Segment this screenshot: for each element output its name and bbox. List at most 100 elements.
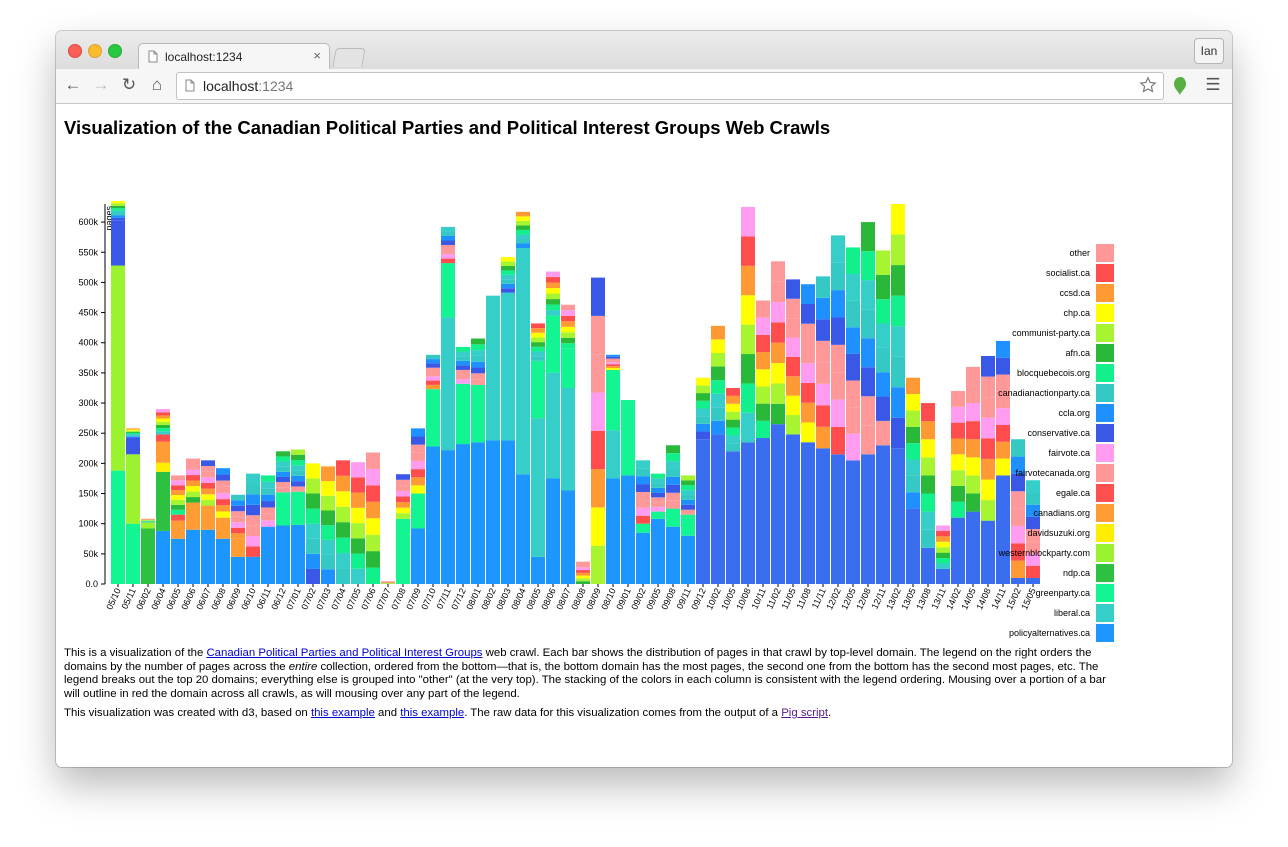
bar-segment <box>246 473 260 485</box>
bar-segment <box>186 529 200 584</box>
bar-segment <box>1011 560 1025 578</box>
bar-segment <box>321 481 335 496</box>
bar-segment <box>426 389 440 447</box>
close-tab-icon[interactable]: × <box>313 48 321 63</box>
bar-segment <box>411 477 425 486</box>
bar-segment <box>426 446 440 584</box>
legend-item[interactable]: ccsd.ca <box>1059 284 1114 302</box>
bar-segment <box>471 355 485 362</box>
bar-segment <box>516 234 530 239</box>
bar-segment <box>741 207 755 237</box>
home-icon[interactable]: ⌂ <box>151 75 163 94</box>
close-window-button[interactable] <box>68 44 82 58</box>
example-link-2[interactable]: this example <box>400 706 465 719</box>
description-paragraph-2: This visualization was created with d3, … <box>64 707 1114 721</box>
legend-item[interactable]: egale.ca <box>1056 484 1114 502</box>
bar-segment <box>336 506 350 523</box>
legend-item[interactable]: fairvote.ca <box>1048 444 1114 462</box>
address-bar[interactable]: localhost:1234 <box>176 72 1164 100</box>
bar-column <box>816 276 830 584</box>
legend-item[interactable]: chp.ca <box>1063 304 1114 322</box>
bar-segment <box>786 376 800 396</box>
bar-column <box>711 325 725 584</box>
bar-segment <box>171 499 185 505</box>
bar-segment <box>111 215 125 218</box>
bar-segment <box>636 507 650 516</box>
bar-segment <box>366 485 380 502</box>
url-host: localhost <box>203 78 259 94</box>
legend-label: communist-party.ca <box>1012 328 1090 338</box>
legend-item[interactable]: ndp.ca <box>1063 564 1114 582</box>
bar-segment <box>516 225 530 230</box>
legend-item[interactable]: ccla.org <box>1058 404 1114 422</box>
y-tick-label: 550k <box>78 247 98 257</box>
bar-segment <box>981 520 995 584</box>
bar-segment <box>846 353 860 381</box>
bar-column <box>876 250 890 584</box>
bar-segment <box>816 362 830 384</box>
back-icon[interactable]: ← <box>64 75 82 94</box>
legend-item[interactable]: davidsuzuki.org <box>1027 524 1114 542</box>
tab-localhost[interactable]: localhost:1234 × <box>138 43 330 70</box>
bar-segment <box>816 405 830 427</box>
legend-item[interactable]: canadians.org <box>1033 504 1114 522</box>
bar-segment <box>831 317 845 345</box>
bar-column <box>636 460 650 584</box>
menu-icon[interactable]: ☰ <box>1205 75 1221 94</box>
bar-segment <box>801 303 815 324</box>
bar-segment <box>711 366 725 381</box>
bar-segment <box>336 460 350 476</box>
bar-segment <box>546 310 560 316</box>
bar-segment <box>1026 516 1040 530</box>
legend-item[interactable]: liberal.ca <box>1054 604 1114 622</box>
legend-item[interactable]: greenparty.ca <box>1036 584 1114 602</box>
bar-column <box>156 409 170 584</box>
reload-icon[interactable]: ↻ <box>121 75 137 94</box>
bar-segment <box>651 492 665 498</box>
bar-segment <box>396 485 410 491</box>
legend-item[interactable]: socialist.ca <box>1046 264 1114 282</box>
bar-segment <box>531 332 545 338</box>
forward-icon[interactable]: → <box>92 75 110 94</box>
bar-segment <box>561 321 575 327</box>
bar-segment <box>426 380 440 385</box>
bar-segment <box>921 547 935 584</box>
legend-item[interactable]: communist-party.ca <box>1012 324 1114 342</box>
bar-segment <box>711 393 725 408</box>
bar-segment <box>441 245 455 250</box>
legend-item[interactable]: westernblockparty.com <box>998 544 1114 562</box>
legend-item[interactable]: canadianactionparty.ca <box>998 384 1114 402</box>
bar-segment <box>396 479 410 486</box>
legend-item[interactable]: fairvotecanada.org <box>1015 464 1114 482</box>
minimize-window-button[interactable] <box>88 44 102 58</box>
pig-script-link[interactable]: Pig script <box>781 706 829 719</box>
legend-label: fairvote.ca <box>1048 448 1090 458</box>
legend-item[interactable]: afn.ca <box>1065 344 1114 362</box>
legend-item[interactable]: blocquebecois.org <box>1017 364 1114 382</box>
bar-segment <box>216 517 230 539</box>
bar-segment <box>471 350 485 356</box>
bar-segment <box>306 463 320 479</box>
bar-segment <box>786 318 800 338</box>
legend-item[interactable]: other <box>1069 244 1114 262</box>
collection-link[interactable]: Canadian Political Parties and Political… <box>206 647 483 659</box>
example-link-1[interactable]: this example <box>310 706 375 719</box>
url-port: :1234 <box>258 78 294 94</box>
legend-item[interactable]: policyalternatives.ca <box>1009 624 1114 642</box>
bar-segment <box>921 403 935 422</box>
bar-segment <box>351 507 365 524</box>
star-icon[interactable] <box>1139 76 1157 94</box>
bar-segment <box>996 424 1010 442</box>
profile-button[interactable]: Ian <box>1194 38 1224 64</box>
zoom-window-button[interactable] <box>108 44 122 58</box>
bar-segment <box>651 506 665 512</box>
new-tab-button[interactable] <box>332 48 366 67</box>
legend-item[interactable]: conservative.ca <box>1027 424 1114 442</box>
bar-segment <box>171 480 185 486</box>
bar-segment <box>546 315 560 373</box>
bar-segment <box>411 485 425 494</box>
bar-segment <box>996 391 1010 409</box>
extension-icon[interactable] <box>1172 76 1190 96</box>
stacked-bar-chart: 0.0 50k 100k 150k 200k 250k 300k 350k 400k 450k 50… <box>78 200 1114 642</box>
bar-segment <box>666 445 680 454</box>
